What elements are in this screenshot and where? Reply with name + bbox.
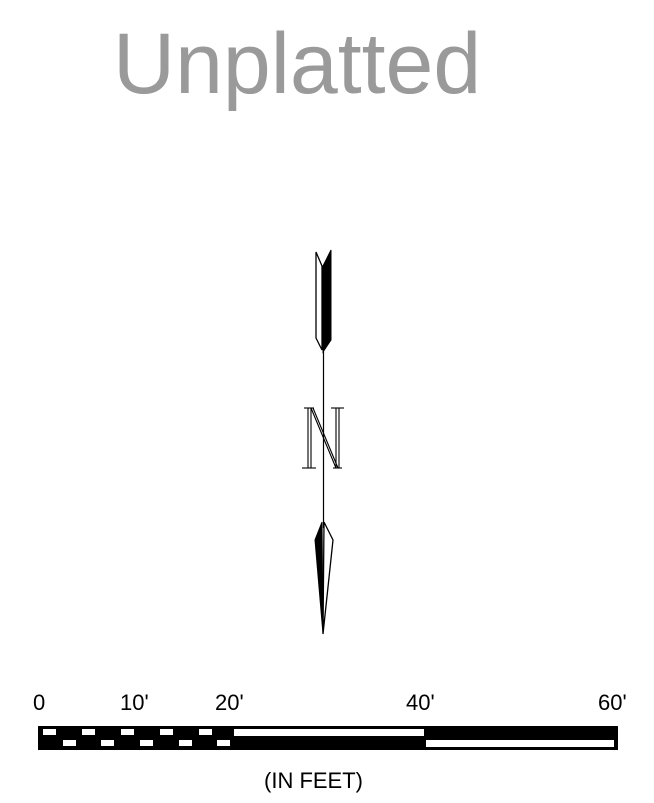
north-letter <box>302 407 344 469</box>
scale-checker-0-20 <box>43 729 230 746</box>
north-arrow-feather-dark <box>322 249 332 354</box>
scale-tick-label-20: 20' <box>215 690 244 715</box>
scale-tick-label-40: 40' <box>406 690 435 715</box>
north-arrow-head-light <box>322 521 334 635</box>
north-label: N <box>0 0 1 1</box>
scale-segment-40-60 <box>426 740 614 747</box>
scale-segment-20-40 <box>234 729 424 736</box>
scale-tick-label-0: 0 <box>33 690 46 715</box>
map-title: Unplatted <box>113 16 482 112</box>
north-arrow-head-dark <box>314 521 324 635</box>
north-arrow-feather-light <box>315 251 323 351</box>
scale-tick-label-60: 60' <box>598 690 627 715</box>
scale-bar <box>38 726 618 750</box>
scale-tick-label-10: 10' <box>120 690 149 715</box>
scale-units-label: (IN FEET) <box>264 768 363 793</box>
